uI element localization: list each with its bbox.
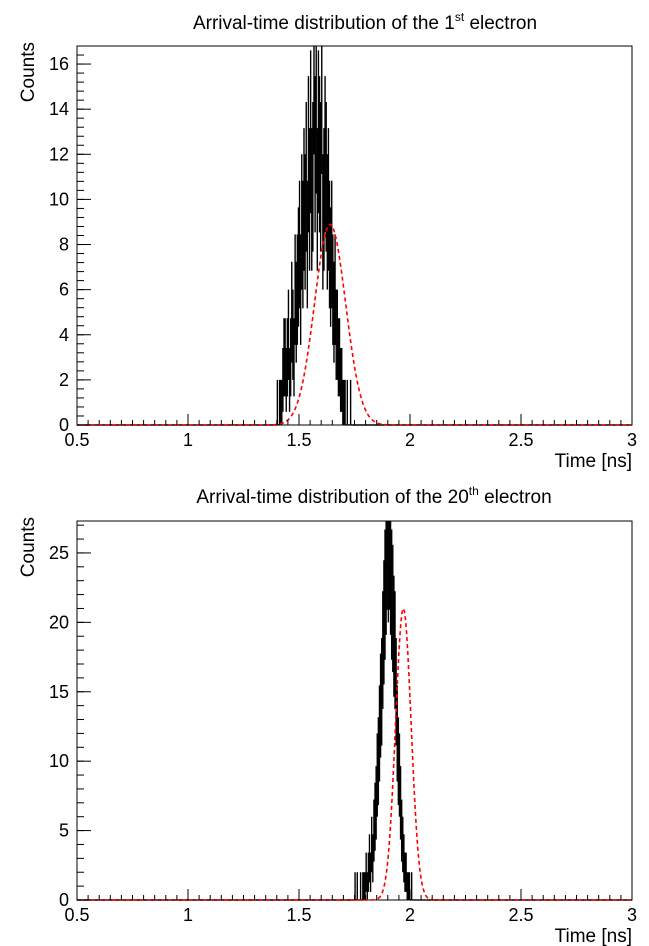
gaussian-fit-curve <box>77 223 632 426</box>
y-tick-label: 4 <box>59 325 69 345</box>
x-tick-label: 1.5 <box>286 430 311 450</box>
y-tick-label: 20 <box>49 612 69 632</box>
x-axis-label: Time [ns] <box>555 926 632 946</box>
x-tick-label: 1 <box>183 430 193 450</box>
x-tick-label: 1 <box>183 905 193 925</box>
chart-panel-20th-electron: Arrival-time distribution of the 20th el… <box>0 473 649 946</box>
y-tick-label: 6 <box>59 280 69 300</box>
y-axis-label: Counts <box>18 517 39 577</box>
gaussian-fit-curve <box>77 606 632 901</box>
x-tick-label: 0.5 <box>64 905 89 925</box>
y-tick-label: 16 <box>49 54 69 74</box>
x-axis-label: Time [ns] <box>555 451 632 472</box>
chart-1st-electron: Arrival-time distribution of the 1st ele… <box>18 10 637 472</box>
x-tick-label: 0.5 <box>64 430 89 450</box>
plot-area: 0.5 1 1.5 2 2.5 3 0 2 4 6 8 10 12 14 16 Time [ns] Counts <box>18 42 637 472</box>
plot-frame <box>76 520 633 901</box>
chart-panel-1st-electron: Arrival-time distribution of the 1st ele… <box>18 10 637 472</box>
y-tick-label: 12 <box>49 144 69 164</box>
y-tick-label: 10 <box>49 751 69 771</box>
y-tick-label: 0 <box>59 890 69 910</box>
chart-20th-electron: Arrival-time distribution of the 20th el… <box>18 484 637 946</box>
plot-area: 0.5 1 1.5 2 2.5 3 0 5 10 15 20 25 Time [ns] Counts <box>18 517 637 946</box>
y-tick-label: 8 <box>59 235 69 255</box>
chart-title: Arrival-time distribution of the 20th el… <box>196 484 551 508</box>
x-tick-label: 2 <box>405 905 415 925</box>
y-axis-label: Counts <box>18 42 39 102</box>
x-tick-label: 1.5 <box>286 905 311 925</box>
x-tick-label: 2.5 <box>508 905 533 925</box>
x-tick-label: 3 <box>627 430 637 450</box>
y-tick-label: 0 <box>59 415 69 435</box>
y-tick-label: 5 <box>59 821 69 841</box>
x-tick-label: 2 <box>405 430 415 450</box>
x-tick-label: 2.5 <box>508 430 533 450</box>
x-tick-label: 3 <box>627 905 637 925</box>
y-tick-label: 25 <box>49 543 69 563</box>
y-tick-label: 2 <box>59 370 69 390</box>
chart-title: Arrival-time distribution of the 1st ele… <box>193 10 537 34</box>
y-tick-label: 15 <box>49 682 69 702</box>
y-tick-label: 14 <box>49 99 69 119</box>
y-tick-label: 10 <box>49 189 69 209</box>
